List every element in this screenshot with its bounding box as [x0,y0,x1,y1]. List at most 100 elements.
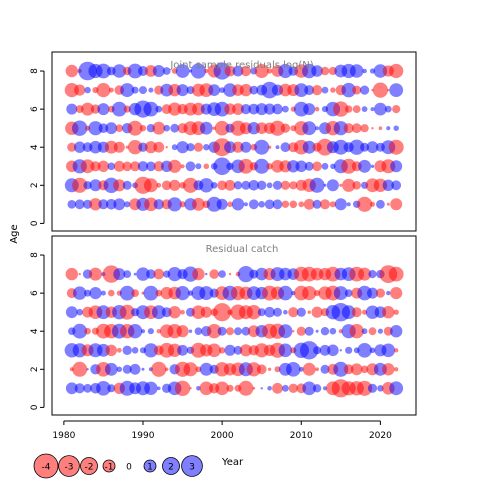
residual-bubble [168,343,182,357]
residual-bubble [175,64,190,78]
residual-bubble [151,361,167,377]
residual-bubble [381,343,396,358]
residual-bubble [282,105,289,113]
residual-bubble [254,158,270,174]
residual-bubble [394,367,399,372]
residual-bubble [165,146,168,149]
residual-bubble [302,121,317,136]
residual-bubble [358,159,371,173]
residual-bubble [349,64,364,78]
x-axis: 1980 1990 2000 2010 2020 [52,420,392,441]
legend-bubble [58,455,80,477]
y-tick-label: 6 [30,106,40,112]
residual-bubble [124,201,131,208]
residual-bubble [393,309,399,315]
residual-bubble [370,201,375,207]
residual-bubble [155,105,163,113]
residual-bubble [89,198,102,211]
residual-bubble [203,144,210,151]
legend-label: -3 [65,463,74,473]
residual-bubble [72,361,88,377]
residual-bubble [193,142,203,152]
residual-bubble [185,161,196,172]
y-axis-top: 0 2 4 6 8 [30,68,45,226]
residual-bubble [83,181,92,190]
residual-bubble [296,307,306,317]
residual-bubble [391,180,402,191]
residual-bubble [390,160,403,173]
residual-bubble [360,142,370,152]
residual-bubble [161,180,172,191]
residual-bubble [116,366,123,373]
residual-bubble [76,308,83,316]
residual-bubble [217,180,227,191]
residual-bubble [333,121,348,136]
residual-bubble [224,179,236,191]
panel-bottom-frame [51,235,417,416]
residual-bubble [207,343,221,358]
residual-bubble [326,179,339,192]
residual-bubble [106,199,117,210]
residual-bubble [373,64,388,78]
residual-bubble [246,362,261,377]
legend-label: 0 [126,463,132,473]
residual-bubble [232,141,244,153]
residual-bubble [122,161,132,172]
residual-bubble [216,198,228,210]
residual-bubble [341,158,357,174]
residual-bubble [176,141,189,154]
residual-bubble [323,183,327,187]
residual-bubble [344,289,353,297]
residual-bubble [143,178,158,193]
residual-bubble [151,305,166,320]
residual-bubble [312,85,323,96]
residual-bubble [192,267,205,281]
residual-bubble [312,199,322,209]
residual-bubble [334,198,347,211]
residual-bubble [111,101,127,117]
residual-bubble [267,386,272,391]
residual-bubble [311,65,323,77]
residual-bubble [148,87,154,93]
residual-bubble [143,101,159,117]
legend-bubble [162,457,180,475]
residual-bubble [333,361,349,377]
residual-bubble [153,268,165,280]
residual-bubble [357,285,372,301]
residual-bubble [352,105,361,113]
residual-bubble [74,141,86,153]
x-tick-label: 1990 [132,431,155,441]
residual-bubble [227,201,233,208]
residual-bubble [67,200,77,209]
residual-bubble [138,66,148,76]
residual-bubble [129,363,141,375]
residual-bubble [155,289,163,297]
residual-bubble [339,183,343,187]
residual-bubble [341,82,356,98]
legend-bubble [102,459,116,473]
residual-bubble [249,85,259,95]
residual-bubble [179,201,186,208]
residual-bubble [74,84,86,96]
residual-bubble [224,344,236,356]
residual-bubble [370,107,375,112]
residual-bubble [200,306,212,318]
residual-bubble [377,385,384,392]
legend-label: -4 [42,463,51,473]
residual-bubble [177,344,189,356]
residual-bubble [204,68,209,74]
residual-bubble [137,161,149,172]
residual-bubble [255,103,268,116]
residual-bubble [333,139,349,155]
residual-bubble [131,347,139,354]
residual-bubble [213,157,231,176]
residual-bubble [382,179,394,191]
residual-bubble [175,286,190,301]
residual-bubble [228,272,232,276]
residual-bubble [240,104,251,115]
residual-bubble [280,123,291,133]
residual-bubble [386,290,391,296]
residual-bubble [207,324,222,339]
residual-bubble [275,145,280,150]
residual-bubble [190,63,206,79]
